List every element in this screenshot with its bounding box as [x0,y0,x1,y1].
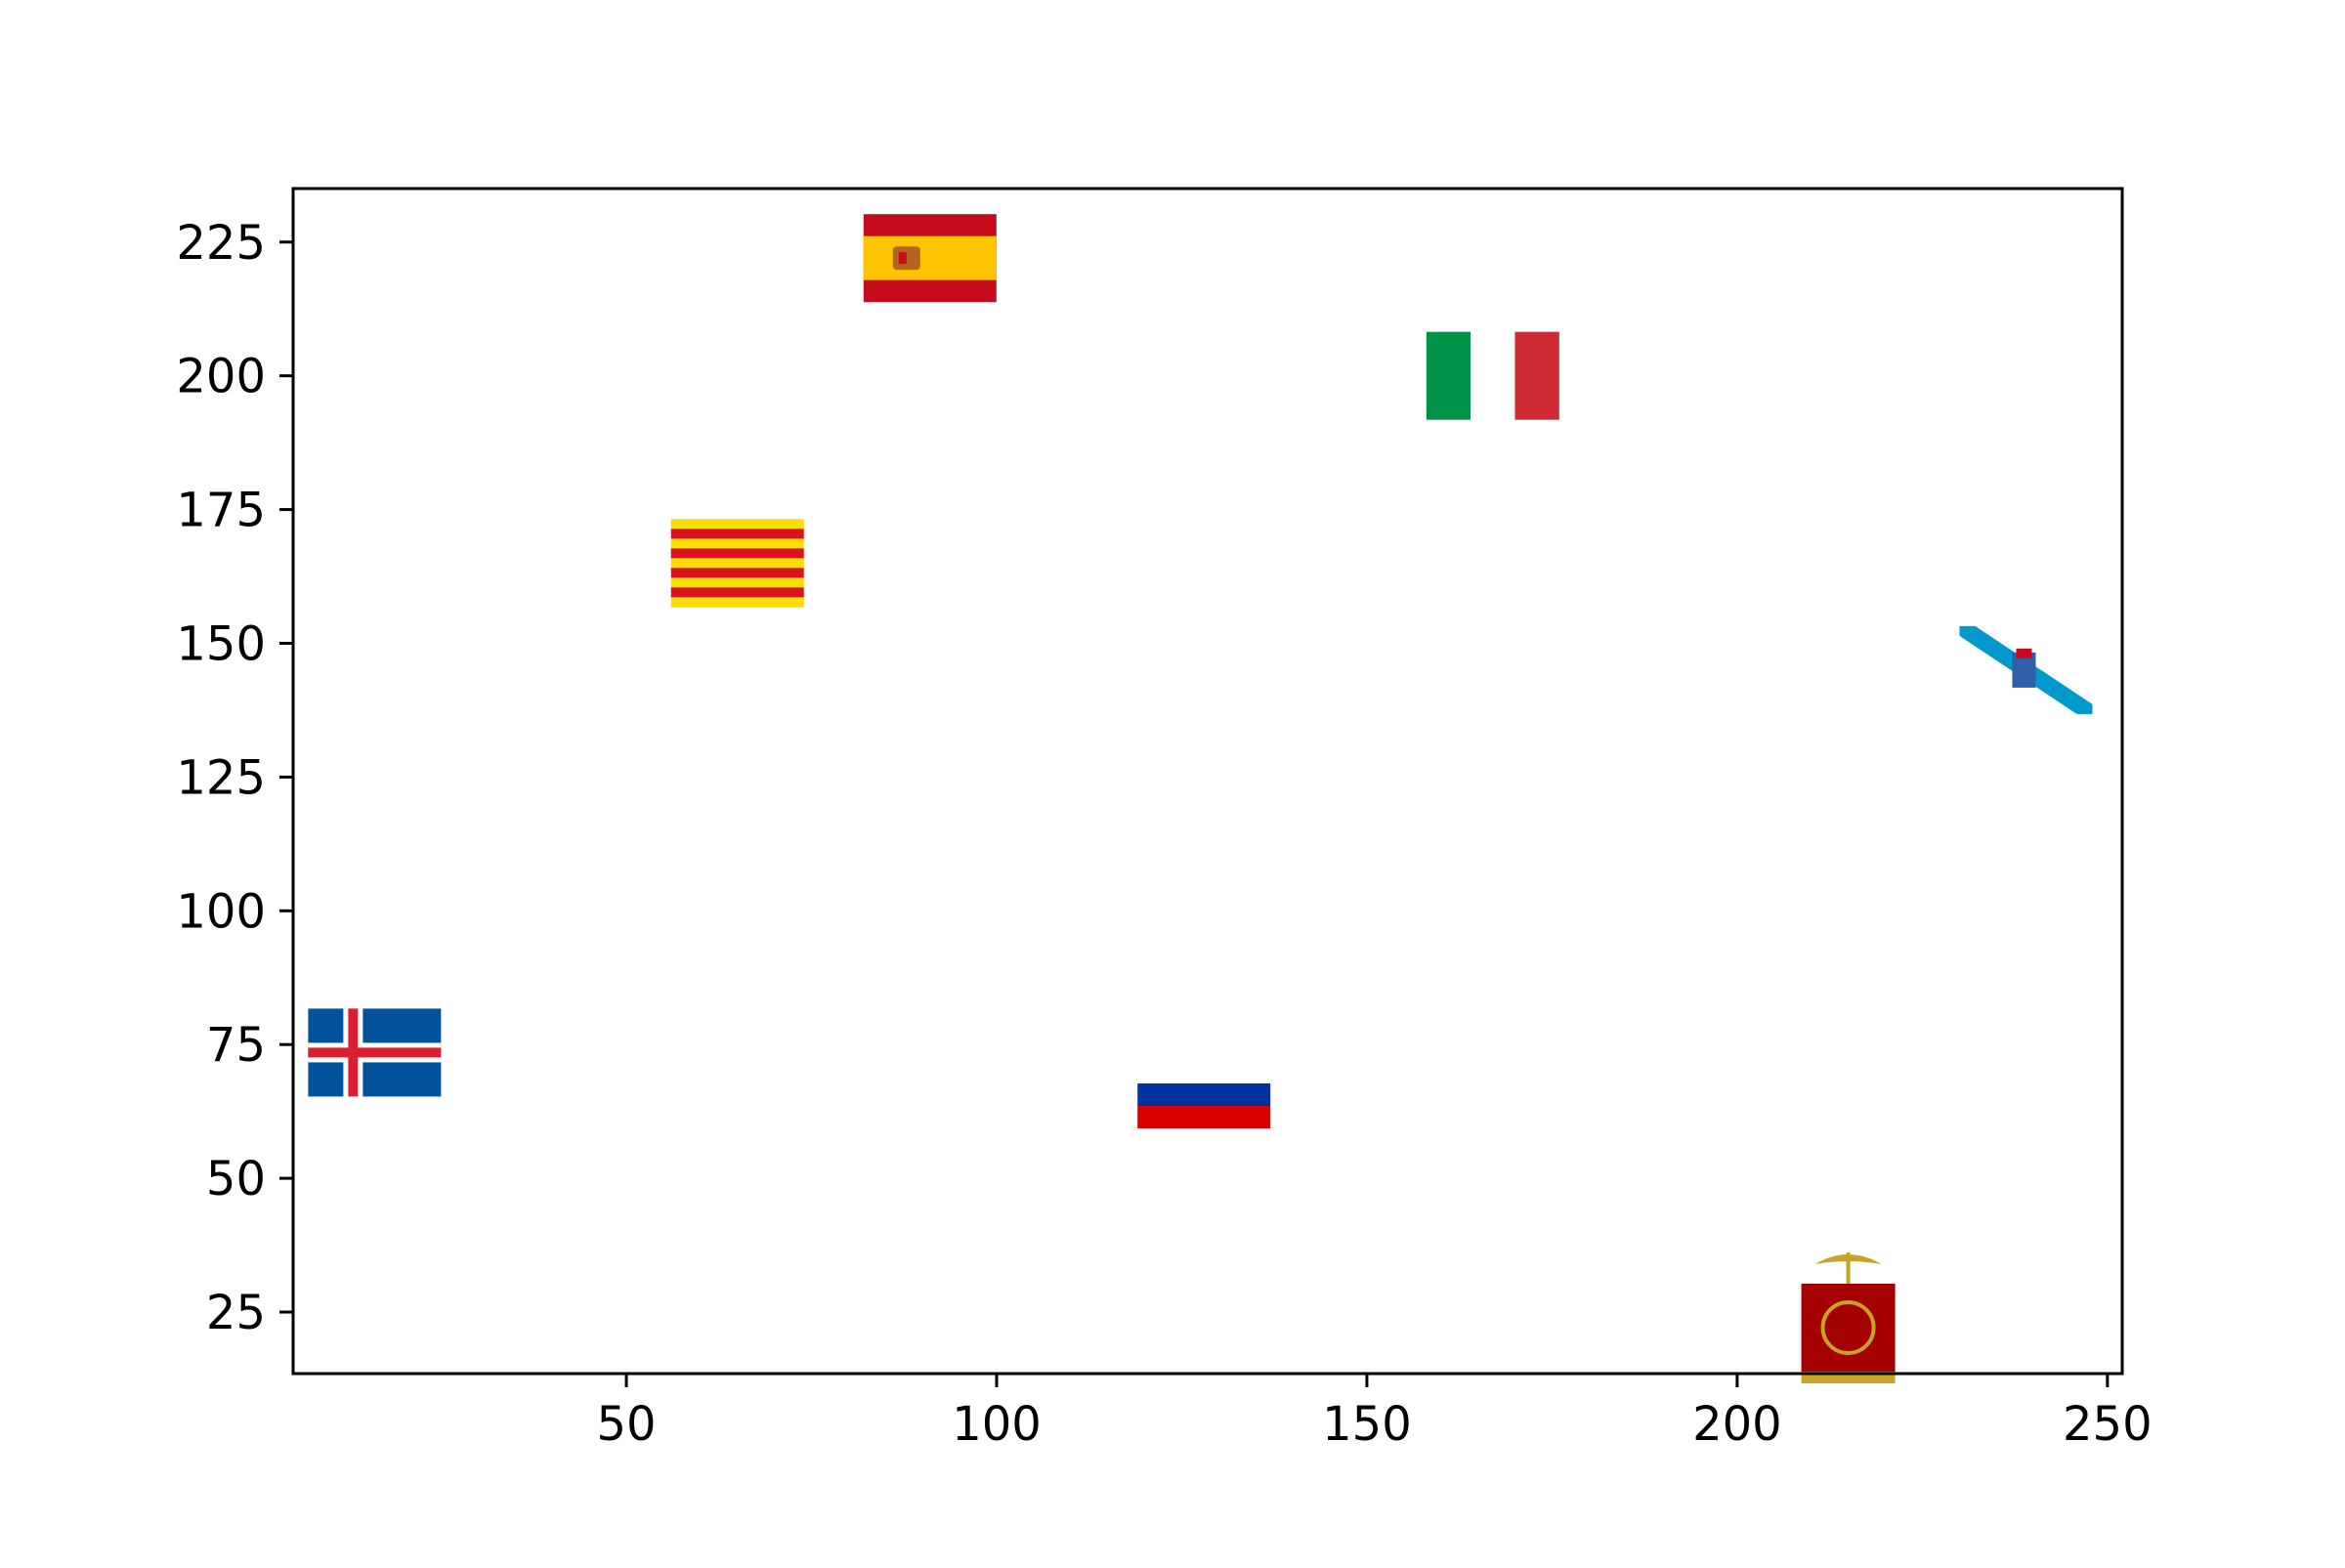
spain-flag-icon [863,214,997,303]
y-tick-label: 125 [176,750,266,805]
x-tick-label: 100 [952,1397,1042,1452]
y-axis: 25 50 75 100 125 150 175 200 225 [176,216,293,1340]
y-tick-label: 75 [206,1018,266,1073]
y-tick-label: 25 [206,1286,266,1340]
y-tick-label: 150 [176,616,266,671]
galicia-flag-icon [1959,625,2093,714]
y-tick-label: 175 [176,484,266,538]
iceland-flag-icon [308,1008,442,1097]
plot-area [293,189,2122,1374]
axes-frame [291,187,2124,1376]
catalonia-flag-icon [670,519,804,608]
y-tick-label: 100 [176,884,266,939]
x-axis: 50 100 150 200 250 [597,1374,2153,1452]
x-tick-label: 150 [1322,1397,1412,1452]
italy-flag-icon [1426,331,1559,420]
data-markers [308,214,2093,1383]
russia-flag-icon [1137,1043,1271,1132]
x-tick-label: 50 [597,1397,657,1452]
y-tick-label: 50 [206,1152,266,1207]
x-tick-label: 200 [1692,1397,1782,1452]
y-tick-label: 200 [176,350,266,404]
x-tick-label: 250 [2063,1397,2153,1452]
y-tick-label: 225 [176,216,266,271]
